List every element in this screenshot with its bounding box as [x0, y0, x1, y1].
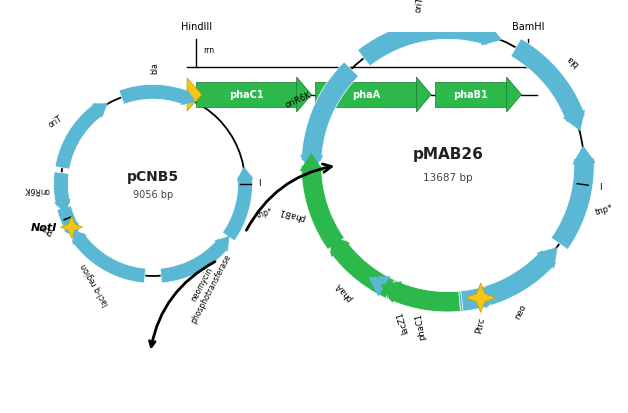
Polygon shape: [357, 19, 493, 66]
Polygon shape: [300, 153, 323, 171]
Polygon shape: [92, 103, 108, 118]
Polygon shape: [187, 78, 202, 111]
Polygon shape: [54, 199, 71, 214]
Polygon shape: [330, 235, 350, 257]
Text: oriR6K: oriR6K: [24, 185, 50, 195]
Text: tnp*: tnp*: [256, 207, 274, 221]
Text: bla: bla: [151, 62, 160, 74]
Text: I: I: [259, 179, 261, 188]
Polygon shape: [300, 155, 323, 173]
Text: phaB1: phaB1: [453, 90, 488, 100]
Polygon shape: [329, 240, 394, 298]
Text: phaC1: phaC1: [229, 90, 264, 100]
Polygon shape: [369, 276, 390, 297]
Polygon shape: [481, 23, 502, 45]
Polygon shape: [72, 229, 87, 245]
Text: rrn: rrn: [203, 46, 215, 55]
Polygon shape: [536, 247, 558, 269]
Text: phaC1: phaC1: [414, 312, 428, 340]
Text: Ptrc: Ptrc: [37, 221, 55, 235]
Polygon shape: [461, 286, 490, 311]
FancyBboxPatch shape: [197, 82, 296, 107]
Polygon shape: [563, 110, 585, 131]
Text: tnp*: tnp*: [595, 204, 614, 217]
Polygon shape: [64, 222, 78, 238]
FancyBboxPatch shape: [315, 82, 416, 107]
Polygon shape: [301, 166, 344, 249]
Text: 9056 bp: 9056 bp: [133, 190, 173, 200]
Text: 13687 bp: 13687 bp: [423, 173, 472, 183]
Polygon shape: [61, 216, 83, 238]
Polygon shape: [72, 233, 146, 283]
Polygon shape: [119, 84, 190, 105]
Polygon shape: [57, 206, 80, 234]
Polygon shape: [222, 175, 252, 241]
Text: phaA: phaA: [333, 280, 354, 302]
Polygon shape: [160, 238, 229, 283]
Polygon shape: [551, 158, 594, 249]
Polygon shape: [53, 172, 70, 206]
Polygon shape: [572, 146, 596, 164]
Text: phaB1: phaB1: [278, 206, 306, 223]
Polygon shape: [466, 283, 495, 313]
Text: pMAB26: pMAB26: [412, 147, 483, 162]
Text: oriR6K: oriR6K: [284, 91, 313, 110]
Polygon shape: [511, 39, 585, 122]
Text: lacZ1: lacZ1: [395, 310, 410, 335]
Polygon shape: [55, 102, 104, 169]
FancyBboxPatch shape: [435, 82, 507, 107]
Polygon shape: [507, 77, 521, 112]
Polygon shape: [237, 166, 254, 180]
Polygon shape: [296, 77, 311, 112]
Polygon shape: [416, 77, 431, 112]
Polygon shape: [374, 275, 443, 312]
Polygon shape: [301, 62, 359, 161]
Polygon shape: [181, 89, 196, 105]
Text: neomycin
phosphotransferase: neomycin phosphotransferase: [180, 248, 233, 325]
Text: I: I: [600, 183, 602, 192]
Text: lacI-q region: lacI-q region: [79, 261, 111, 307]
Text: HindIII: HindIII: [181, 22, 212, 32]
Polygon shape: [458, 250, 556, 311]
Text: pCNB5: pCNB5: [127, 169, 179, 183]
Polygon shape: [381, 281, 402, 303]
Text: phaA: phaA: [352, 90, 380, 100]
Text: neo: neo: [513, 302, 528, 320]
Polygon shape: [388, 281, 460, 312]
Text: bla: bla: [565, 53, 580, 68]
Polygon shape: [479, 286, 500, 309]
Polygon shape: [214, 236, 229, 252]
Text: NotI: NotI: [31, 223, 57, 233]
Text: BamHI: BamHI: [512, 22, 544, 32]
Text: oriT: oriT: [414, 0, 425, 14]
Text: Ptrc: Ptrc: [474, 316, 486, 334]
Text: oriT: oriT: [46, 114, 64, 129]
